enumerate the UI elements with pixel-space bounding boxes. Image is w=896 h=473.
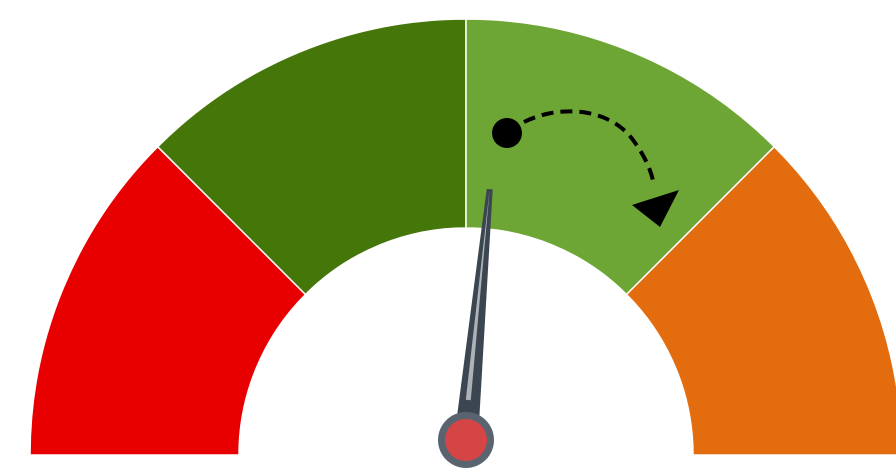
gauge-segment-4 [625, 145, 896, 456]
needle-hub [445, 419, 487, 461]
gauge-segment-3 [465, 18, 776, 296]
arrow-dashed-curve [523, 109, 656, 187]
gauge-segment-2 [156, 18, 467, 296]
gauge-segments [29, 18, 896, 456]
needle-highlight [465, 189, 490, 401]
gauge-needle [438, 188, 494, 468]
arrow-head [632, 190, 679, 227]
gauge-segment-1 [29, 145, 307, 456]
arrow-start-dot [492, 118, 522, 148]
clockwise-arrow-icon [492, 109, 679, 227]
